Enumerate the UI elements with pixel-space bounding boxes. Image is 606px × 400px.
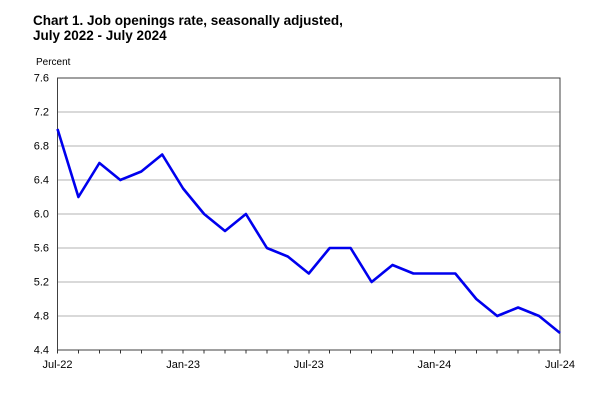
y-tick-label: 6.0 xyxy=(34,209,49,221)
x-tick-label: Jul-22 xyxy=(43,359,73,371)
y-tick-label: 5.6 xyxy=(34,243,49,255)
y-tick-label: 5.2 xyxy=(34,277,49,289)
data-line xyxy=(56,128,561,335)
x-tick-label: Jul-23 xyxy=(294,359,324,371)
x-tick-label: Jan-23 xyxy=(166,359,200,371)
y-tick-label: 4.8 xyxy=(34,311,49,323)
y-axis-unit-label: Percent xyxy=(36,57,71,68)
y-tick-label: 6.8 xyxy=(34,141,49,153)
y-tick-label: 7.2 xyxy=(34,107,49,119)
y-tick-label: 7.6 xyxy=(34,73,49,85)
x-tick-label: Jan-24 xyxy=(418,359,452,371)
x-tick-label: Jul-24 xyxy=(545,359,575,371)
chart-title: Chart 1. Job openings rate, seasonally a… xyxy=(33,13,343,43)
chart-title-line1: Chart 1. Job openings rate, seasonally a… xyxy=(33,13,343,28)
chart-title-line2: July 2022 - July 2024 xyxy=(33,27,167,43)
y-tick-label: 4.4 xyxy=(34,345,49,357)
y-tick-label: 6.4 xyxy=(34,175,49,187)
